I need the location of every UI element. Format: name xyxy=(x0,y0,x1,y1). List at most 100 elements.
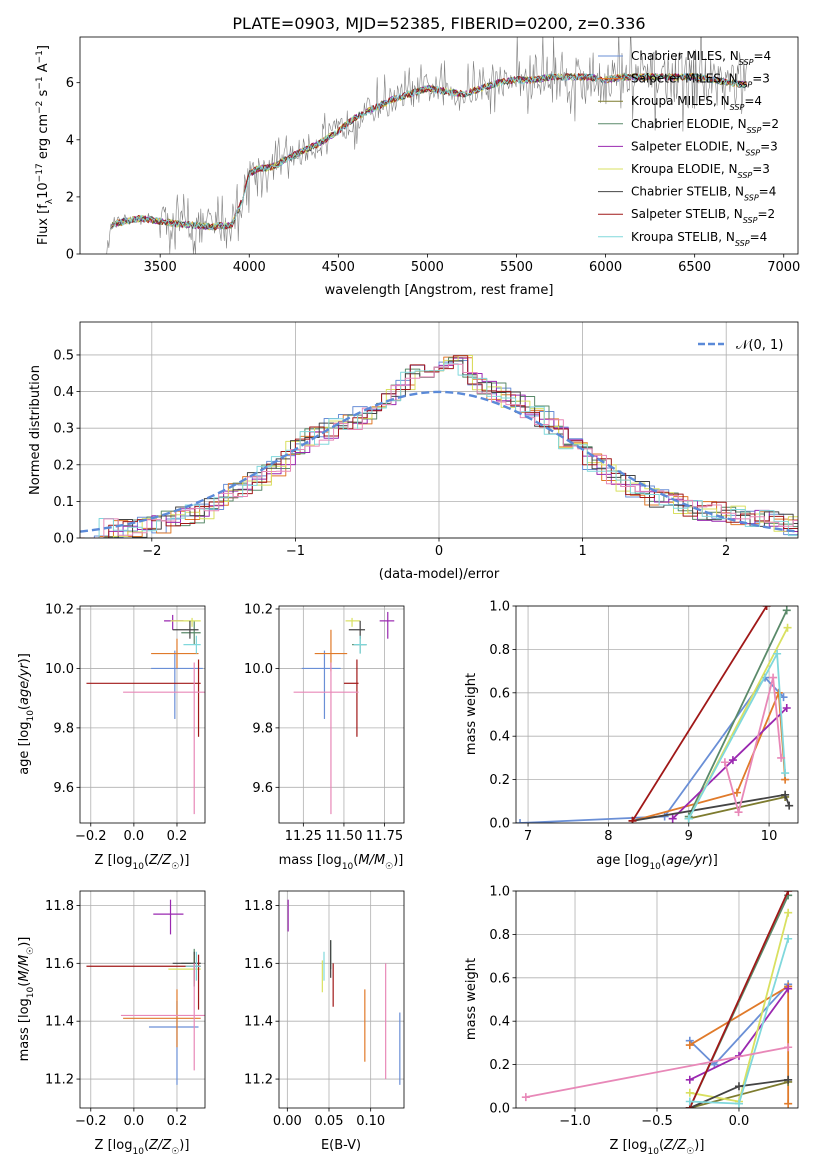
errorbar-salpeter-miles xyxy=(151,638,199,669)
mass-weight-vs-Z-xlabel: Z [log10(Z/Z☉)] xyxy=(610,1138,705,1157)
weight-marker xyxy=(734,1082,743,1091)
histogram-xlabel: (data-model)/error xyxy=(379,567,500,582)
plot-area xyxy=(80,354,798,538)
weight-marker xyxy=(777,753,786,762)
errorbar-salpeter-stelib xyxy=(86,659,201,737)
weight-line-chabrier-elodie xyxy=(687,609,788,817)
mass-weight-vs-Z-ylabel: mass weight xyxy=(464,958,479,1040)
weight-marker xyxy=(769,673,778,682)
errorbar-pink xyxy=(120,963,205,1071)
weight-marker xyxy=(684,814,693,823)
y-tick-label: 0.2 xyxy=(489,773,510,788)
weight-marker xyxy=(784,1043,793,1052)
y-tick-label: 10.2 xyxy=(45,602,74,617)
errorbar-salpeter-elodie xyxy=(379,611,395,639)
legend-label: Chabrier MILES, NSSP=4 xyxy=(631,49,771,67)
plot-area xyxy=(86,899,205,1085)
mass-vs-Z-xlabel: Z [log10(Z/Z☉)] xyxy=(95,1138,190,1157)
y-tick-label: 0 xyxy=(66,248,74,263)
y-tick-label: 4 xyxy=(66,133,74,148)
x-tick-label: −0.5 xyxy=(641,1114,673,1129)
errorbar-kroupa-stelib xyxy=(353,635,367,654)
x-tick-label: −1 xyxy=(286,544,305,559)
y-tick-label: 0.6 xyxy=(489,686,510,701)
errorbar-pink xyxy=(123,662,205,815)
y-tick-label: 0.4 xyxy=(489,1015,510,1030)
axes-age-vs-Z: −0.2 0.0 0.2 9.6 9.8 10.0 10.2 xyxy=(45,602,205,844)
errorbar-salpeter-miles xyxy=(123,989,201,1048)
x-tick-label: −1.0 xyxy=(559,1114,591,1129)
y-tick-label: 0.6 xyxy=(489,971,510,986)
mass-vs-Z-ylabel: mass [log10(M/M☉)] xyxy=(17,937,36,1062)
plot-area xyxy=(106,37,749,254)
weight-marker xyxy=(784,908,793,917)
y-tick-label: 0.2 xyxy=(489,1058,510,1073)
axes-residual-histogram: −2 −1 0 1 2 0.0 0.1 0.2 0.3 0.4 0.5 𝒩(0, 1) xyxy=(53,322,798,559)
plot-area xyxy=(293,611,395,815)
y-tick-label: 11.2 xyxy=(45,1073,74,1088)
y-tick-label: 11.8 xyxy=(244,899,273,914)
model-line-salpeter-stelib xyxy=(110,73,748,231)
weight-marker xyxy=(732,788,741,797)
errorbar-chabrier-miles xyxy=(301,650,341,719)
spectrum-ylabel: Flux [fλ10−17 erg cm−2 s−1 A−1] xyxy=(35,45,55,245)
legend-label: Salpeter MILES, NSSP=3 xyxy=(631,72,770,90)
histogram-step-chabrier-stelib xyxy=(89,360,798,538)
errorbar-salpeter-elodie xyxy=(164,614,184,630)
y-tick-label: 11.8 xyxy=(45,899,74,914)
legend-label: Salpeter STELIB, NSSP=2 xyxy=(631,207,775,225)
weight-marker xyxy=(782,703,791,712)
y-tick-label: 0.1 xyxy=(53,495,74,510)
x-tick-label: 0.05 xyxy=(315,1114,344,1129)
errorbar-pink xyxy=(293,662,359,815)
y-tick-label: 10.0 xyxy=(244,662,273,677)
weight-marker xyxy=(784,891,793,895)
weight-marker xyxy=(781,769,790,778)
weight-marker xyxy=(628,816,637,823)
weight-marker xyxy=(784,984,793,993)
y-tick-label: 0.0 xyxy=(53,532,74,547)
gridlines xyxy=(516,605,798,824)
errorbar-salpeter-stelib xyxy=(86,954,201,1010)
y-tick-label: 11.4 xyxy=(244,1015,273,1030)
errorbar-chabrier-stelib xyxy=(348,620,366,639)
gridlines xyxy=(80,891,205,1108)
x-tick-label: 6000 xyxy=(589,260,622,275)
axes-frame xyxy=(278,605,405,824)
x-tick-label: 0.0 xyxy=(729,1114,750,1129)
x-tick-label: 0.0 xyxy=(124,829,145,844)
axes-mass-vs-ebv: 0.00 0.05 0.10 11.2 11.4 11.6 11.8 xyxy=(244,891,404,1129)
age-vs-mass-xlabel: mass [log10(M/M☉)] xyxy=(279,853,404,872)
y-tick-label: 11.4 xyxy=(45,1015,74,1030)
x-tick-label: 11.75 xyxy=(366,829,403,844)
weight-marker xyxy=(521,1093,530,1102)
weight-marker xyxy=(720,758,729,767)
x-tick-label: 4500 xyxy=(322,260,355,275)
figure-title: PLATE=0903, MJD=52385, FIBERID=0200, z=0… xyxy=(232,14,645,33)
weight-line-pink xyxy=(525,1046,789,1099)
weight-line-salpeter-stelib xyxy=(688,891,789,1108)
y-tick-label: 6 xyxy=(66,76,74,91)
y-tick-label: 1.0 xyxy=(489,600,510,615)
axes-frame xyxy=(79,605,206,824)
axes-frame xyxy=(515,890,799,1109)
y-tick-label: 0.3 xyxy=(53,422,74,437)
axes-frame xyxy=(79,890,206,1109)
spectrum-legend: Chabrier MILES, NSSP=4 Salpeter MILES, NS… xyxy=(598,49,779,247)
histogram-ylabel: Normed distribution xyxy=(28,365,43,495)
legend-label: Chabrier STELIB, NSSP=4 xyxy=(631,185,776,203)
x-tick-label: 7 xyxy=(524,829,532,844)
legend-label: Chabrier ELODIE, NSSP=2 xyxy=(631,117,779,135)
gridlines xyxy=(279,606,404,823)
weight-marker xyxy=(728,756,737,765)
x-tick-label: 0.2 xyxy=(167,1114,188,1129)
y-tick-label: 0.4 xyxy=(53,385,74,400)
histogram-step-chabrier-miles xyxy=(80,359,798,538)
y-tick-label: 9.6 xyxy=(53,781,74,796)
x-tick-label: 0.2 xyxy=(167,829,188,844)
x-tick-label: 1 xyxy=(578,544,586,559)
mass-weight-vs-age-ylabel: mass weight xyxy=(464,673,479,755)
x-tick-label: 4000 xyxy=(233,260,266,275)
errorbar-chabrier-elodie xyxy=(181,620,201,645)
plot-area xyxy=(287,899,401,1085)
